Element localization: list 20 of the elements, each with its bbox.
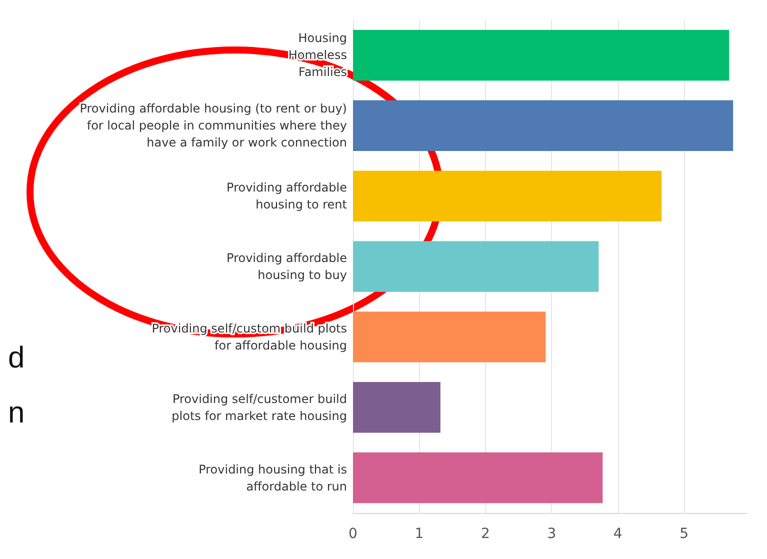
y-tick-label: Providing self/customer build plots for market rate housing bbox=[172, 392, 347, 423]
bar bbox=[353, 452, 603, 504]
x-tick-label: 4 bbox=[613, 526, 622, 542]
bar bbox=[353, 170, 662, 222]
bar bbox=[353, 312, 546, 362]
x-tick-label: 3 bbox=[547, 526, 556, 542]
x-tick-label: 1 bbox=[414, 526, 424, 542]
text: d bbox=[8, 342, 25, 374]
text: n bbox=[8, 396, 25, 430]
x-tick-label: 5 bbox=[680, 526, 689, 542]
x-tick-label: 2 bbox=[480, 526, 490, 542]
y-tick-label: Providing affordable housing to buy bbox=[226, 251, 347, 282]
x-tick-label: 0 bbox=[348, 526, 358, 542]
bar bbox=[353, 241, 599, 292]
y-tick-label: Providing affordable housing (to rent or buy) for local people in communities where they have a family or work connection bbox=[80, 102, 347, 150]
bar bbox=[353, 30, 730, 81]
y-tick-label: Providing affordable housing to rent bbox=[226, 180, 348, 212]
bar bbox=[353, 100, 734, 151]
bar bbox=[353, 382, 440, 433]
y-tick-label: Providing housing that is affordable to run bbox=[198, 462, 347, 494]
